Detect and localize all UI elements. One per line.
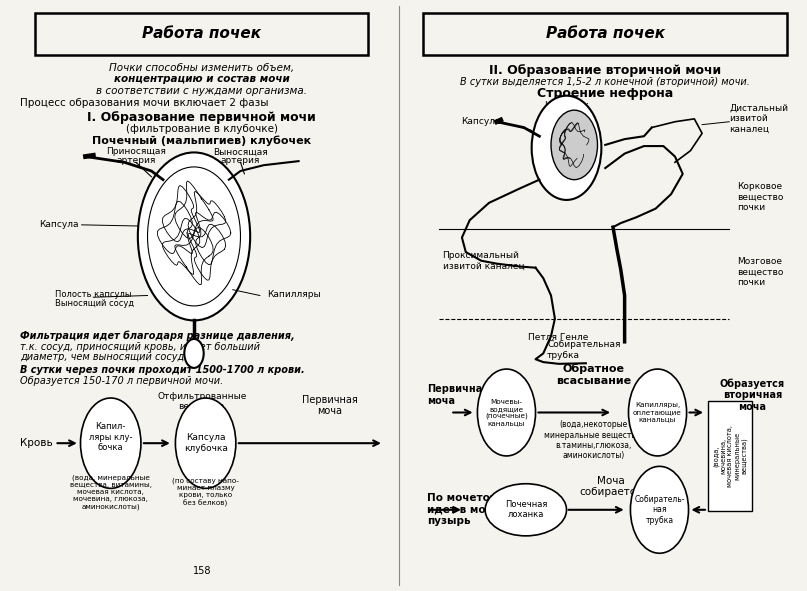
Text: Фильтрация идет благодаря разнице давления,: Фильтрация идет благодаря разнице давлен… bbox=[19, 331, 295, 341]
Text: Мочевы-
водящие
(почечные)
канальцы: Мочевы- водящие (почечные) канальцы bbox=[485, 399, 528, 426]
Text: концентрацию и состав мочи: концентрацию и состав мочи bbox=[114, 74, 290, 85]
Text: Работа почек: Работа почек bbox=[142, 25, 261, 41]
Text: Обратное
всасывание: Обратное всасывание bbox=[556, 364, 631, 386]
Text: Мозговое
вещество
почки: Мозговое вещество почки bbox=[737, 258, 784, 287]
Text: Первичная
моча: Первичная моча bbox=[302, 395, 358, 416]
Circle shape bbox=[184, 339, 203, 368]
Text: пузырь: пузырь bbox=[427, 517, 470, 527]
Text: (по составу напо-
минает плазму
крови, только
без белков): (по составу напо- минает плазму крови, т… bbox=[172, 478, 239, 507]
Text: Собирательная
трубка: Собирательная трубка bbox=[547, 340, 621, 360]
Ellipse shape bbox=[485, 483, 567, 536]
Bar bbox=[708, 401, 752, 511]
Circle shape bbox=[478, 369, 536, 456]
Text: т.к. сосуд, приносящий кровь, имеет больший: т.к. сосуд, приносящий кровь, имеет боль… bbox=[19, 342, 260, 352]
Text: Процесс образования мочи включает 2 фазы: Процесс образования мочи включает 2 фазы bbox=[19, 98, 268, 108]
Text: Строение нефрона: Строение нефрона bbox=[537, 87, 673, 100]
Text: Приносящая: Приносящая bbox=[106, 147, 165, 157]
Text: Петля Генле: Петля Генле bbox=[528, 333, 588, 342]
Text: Капсула: Капсула bbox=[462, 117, 501, 126]
Text: Кровь: Кровь bbox=[19, 438, 52, 448]
Text: (фильтрование в клубочке): (фильтрование в клубочке) bbox=[126, 124, 278, 134]
Text: идет в мочевой: идет в мочевой bbox=[427, 505, 521, 515]
Text: Работа почек: Работа почек bbox=[546, 25, 665, 41]
Text: Образуется 150‑170 л первичной мочи.: Образуется 150‑170 л первичной мочи. bbox=[19, 376, 223, 387]
Text: артерия: артерия bbox=[116, 156, 156, 165]
Text: 158: 158 bbox=[193, 566, 211, 576]
Text: Образуется
вторичная
моча: Образуется вторичная моча bbox=[720, 378, 785, 412]
Text: I. Образование первичной мочи: I. Образование первичной мочи bbox=[87, 111, 316, 124]
Text: в соответствии с нуждами организма.: в соответствии с нуждами организма. bbox=[96, 86, 307, 96]
Text: (вода, минеральные
вещества, витамины,
мочевая кислота,
мочевина, глюкоза,
амино: (вода, минеральные вещества, витамины, м… bbox=[69, 475, 152, 510]
Circle shape bbox=[138, 152, 250, 320]
Text: Собиратель-
ная
трубка: Собиратель- ная трубка bbox=[634, 495, 684, 525]
Circle shape bbox=[175, 398, 236, 488]
Text: Клубочек: Клубочек bbox=[544, 101, 589, 110]
Circle shape bbox=[629, 369, 687, 456]
Text: (вода,некоторые
минеральные вещества,
в.тамины,глюкоза,
аминокислоты): (вода,некоторые минеральные вещества, в.… bbox=[544, 420, 643, 460]
Bar bbox=[423, 13, 788, 54]
Text: Моча
собирается: Моча собирается bbox=[579, 476, 642, 498]
Text: Корковое
вещество
почки: Корковое вещество почки bbox=[737, 182, 784, 212]
Text: Почечная
лоханка: Почечная лоханка bbox=[504, 500, 547, 519]
Text: Капилляры: Капилляры bbox=[268, 290, 321, 299]
Text: Отфильтрованные
вещества: Отфильтрованные вещества bbox=[157, 392, 246, 411]
Text: В сутки через почки проходит 1500‑1700 л крови.: В сутки через почки проходит 1500‑1700 л… bbox=[19, 365, 304, 375]
Text: Капсула: Капсула bbox=[39, 220, 78, 229]
Text: Почки способны изменить объем,: Почки способны изменить объем, bbox=[109, 63, 295, 73]
Text: Выносящий сосуд: Выносящий сосуд bbox=[55, 298, 134, 307]
Text: По мочеточнику: По мочеточнику bbox=[427, 493, 525, 503]
Text: Почечный (мальпигиев) клубочек: Почечный (мальпигиев) клубочек bbox=[92, 135, 312, 145]
Circle shape bbox=[81, 398, 141, 488]
Text: артерия: артерия bbox=[221, 156, 260, 165]
Text: Полость капсулы: Полость капсулы bbox=[55, 290, 131, 299]
Circle shape bbox=[551, 110, 597, 180]
Circle shape bbox=[630, 466, 688, 553]
Text: В сутки выделяется 1,5‑2 л конечной (вторичной) мочи.: В сутки выделяется 1,5‑2 л конечной (вто… bbox=[460, 77, 751, 87]
Text: Капсула
клубочка: Капсула клубочка bbox=[184, 433, 228, 453]
Text: Проксимальный
извитой каналец: Проксимальный извитой каналец bbox=[442, 251, 525, 271]
Text: Капилляры,
оплетающие
канальцы: Капилляры, оплетающие канальцы bbox=[633, 402, 682, 423]
Text: Первичная
моча: Первичная моча bbox=[427, 384, 488, 406]
Text: Дистальный
извитой
каналец: Дистальный извитой каналец bbox=[730, 104, 788, 134]
Text: (вода,
мочевина,
мочевая кислота,
минеральные
вещества): (вода, мочевина, мочевая кислота, минера… bbox=[713, 425, 748, 487]
Text: диаметр, чем выносящий сосуд.: диаметр, чем выносящий сосуд. bbox=[19, 352, 187, 362]
Text: Выносящая: Выносящая bbox=[213, 147, 268, 157]
Text: II. Образование вторичной мочи: II. Образование вторичной мочи bbox=[489, 64, 721, 77]
Bar bbox=[36, 13, 368, 54]
Circle shape bbox=[532, 96, 601, 200]
Text: Капил-
ляры клу-
бочка: Капил- ляры клу- бочка bbox=[89, 423, 132, 452]
